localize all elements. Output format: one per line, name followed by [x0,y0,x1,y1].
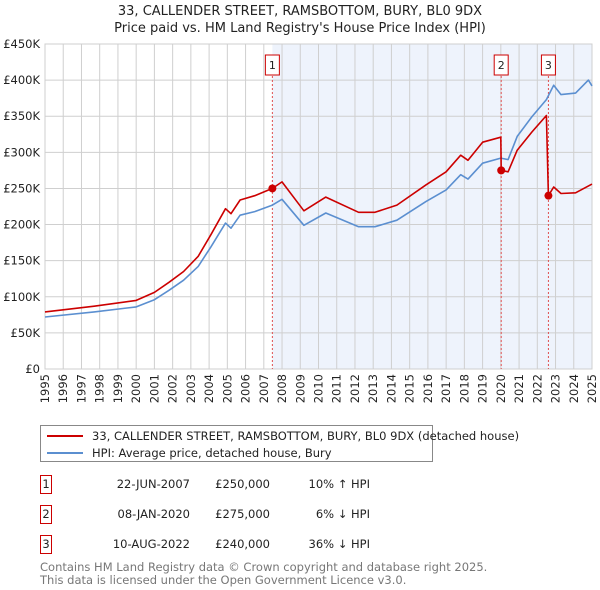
price-chart: 1995 1996 1997 1998 1999 2000 2001 2002 2003 2004… [3,37,599,403]
legend-swatch-property [47,435,83,437]
legend-swatch-hpi [47,452,83,454]
x-tick-label: 1996 [56,374,70,403]
x-tick-label: 2004 [202,374,216,403]
x-tick-label: 2017 [439,374,453,403]
transaction-number: 3 [40,535,52,554]
plot-border [44,43,593,370]
x-tick-label: 1997 [74,374,88,403]
y-tick-label: £450K [3,37,40,51]
y-tick-label: £350K [3,109,40,123]
sale-marker-label: 3 [545,59,552,72]
transaction-price: £275,000 [215,507,270,521]
footer-copyright: Contains HM Land Registry data © Crown c… [40,560,488,574]
x-tick-label: 2003 [184,374,198,403]
legend-item-hpi: HPI: Average price, detached house, Bury [47,445,332,461]
transaction-price: £240,000 [215,537,270,551]
chart-title-line1: 33, CALLENDER STREET, RAMSBOTTOM, BURY, … [117,4,483,19]
x-tick-label: 2021 [512,374,526,403]
x-tick-label: 2010 [312,374,326,403]
y-tick-label: £300K [3,145,40,159]
hpi-line [44,79,593,318]
x-tick-label: 2018 [457,374,471,403]
footer-licence: This data is licensed under the Open Gov… [40,573,407,587]
x-tick-label: 2024 [567,374,581,403]
sale-marker-box [264,54,280,76]
x-tick-label: 2002 [166,374,180,403]
sale-marker-box [540,54,556,76]
y-tick-label: £250K [3,181,40,195]
legend-label-hpi: HPI: Average price, detached house, Bury [92,446,332,460]
legend-label-property: 33, CALLENDER STREET, RAMSBOTTOM, BURY, … [92,429,520,443]
x-tick-label: 2015 [403,374,417,403]
sale-marker-box [493,54,509,76]
x-tick-label: 2016 [421,374,435,403]
shaded-region [272,44,592,369]
transaction-hpi-diff: 10% ↑ HPI [308,477,370,491]
x-tick-label: 2005 [220,374,234,403]
transaction-date: 08-JAN-2020 [117,507,191,521]
x-tick-label: 1998 [93,374,107,403]
y-tick-label: £100K [3,290,40,304]
x-tick-label: 2025 [585,374,599,403]
x-tick-label: 2007 [257,374,271,403]
x-tick-label: 2000 [129,374,143,403]
sale-marker-label: 2 [498,59,505,72]
x-tick-label: 2023 [549,374,563,403]
y-tick-label: £400K [3,73,40,87]
x-tick-label: 2006 [239,374,253,403]
y-tick-label: £0 [25,362,40,376]
x-tick-label: 2013 [366,374,380,403]
transaction-date: 22-JUN-2007 [116,477,190,491]
sale-marker-label: 1 [269,59,276,72]
transaction-price: £250,000 [215,477,270,491]
sale-point [544,191,553,200]
chart-title-line2: Price paid vs. HM Land Registry's House … [114,21,486,36]
sale-point [268,184,277,193]
transaction-hpi-diff: 36% ↓ HPI [308,537,370,551]
x-tick-label: 2020 [494,374,508,403]
x-tick-label: 1999 [111,374,125,403]
y-tick-label: £50K [11,326,41,340]
x-tick-label: 2014 [384,374,398,403]
x-tick-label: 2011 [330,374,344,403]
x-tick-label: 2009 [293,374,307,403]
transaction-number: 1 [40,475,52,494]
sale-point [497,166,506,175]
x-tick-label: 2022 [530,374,544,403]
legend-item-property: 33, CALLENDER STREET, RAMSBOTTOM, BURY, … [47,428,519,444]
y-tick-label: £150K [3,254,40,268]
y-tick-label: £200K [3,218,40,232]
transaction-number: 2 [40,505,52,524]
legend: 33, CALLENDER STREET, RAMSBOTTOM, BURY, … [40,425,519,462]
x-tick-label: 2012 [348,374,362,403]
transaction-hpi-diff: 6% ↓ HPI [315,507,370,521]
x-tick-label: 2019 [476,374,490,403]
x-tick-label: 2008 [275,374,289,403]
x-tick-label: 2001 [147,374,161,403]
property-price-line [44,114,593,313]
x-tick-label: 1995 [38,374,52,403]
transaction-date: 10-AUG-2022 [112,537,190,551]
